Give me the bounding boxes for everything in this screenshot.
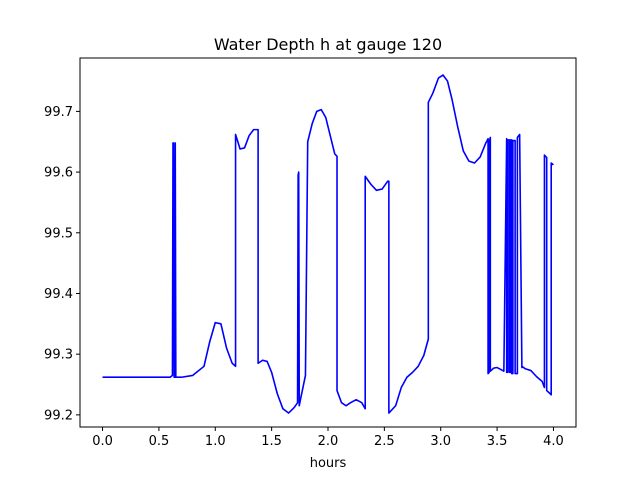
x-tick-label: 3.0: [430, 434, 451, 449]
x-tick-label: 4.0: [543, 434, 564, 449]
plot-frame: [79, 57, 577, 428]
y-tick-label: 99.7: [44, 105, 73, 120]
x-tick-label: 0.5: [149, 434, 170, 449]
x-tick-label: 0.0: [92, 434, 113, 449]
y-tick-label: 99.3: [44, 348, 73, 363]
x-tick-label: 2.5: [374, 434, 395, 449]
plot-area: [102, 74, 554, 414]
y-tick-label: 99.2: [44, 408, 73, 423]
y-tick-label: 99.6: [44, 166, 73, 181]
x-axis-label: hours: [310, 456, 347, 471]
y-tick-label: 99.5: [44, 226, 73, 241]
y-axis: 99.2 99.3 99.4 99.5 99.6 99.7: [44, 105, 80, 423]
x-tick-label: 1.0: [205, 434, 226, 449]
x-axis: 0.0 0.5 1.0 1.5 2.0 2.5 3.0 3.5 4.0: [92, 427, 564, 449]
y-tick-label: 99.4: [44, 287, 73, 302]
chart-title: Water Depth h at gauge 120: [214, 35, 442, 54]
x-tick-label: 1.5: [261, 434, 282, 449]
series-line-0: [102, 74, 554, 414]
x-tick-label: 3.5: [487, 434, 508, 449]
x-tick-label: 2.0: [318, 434, 339, 449]
